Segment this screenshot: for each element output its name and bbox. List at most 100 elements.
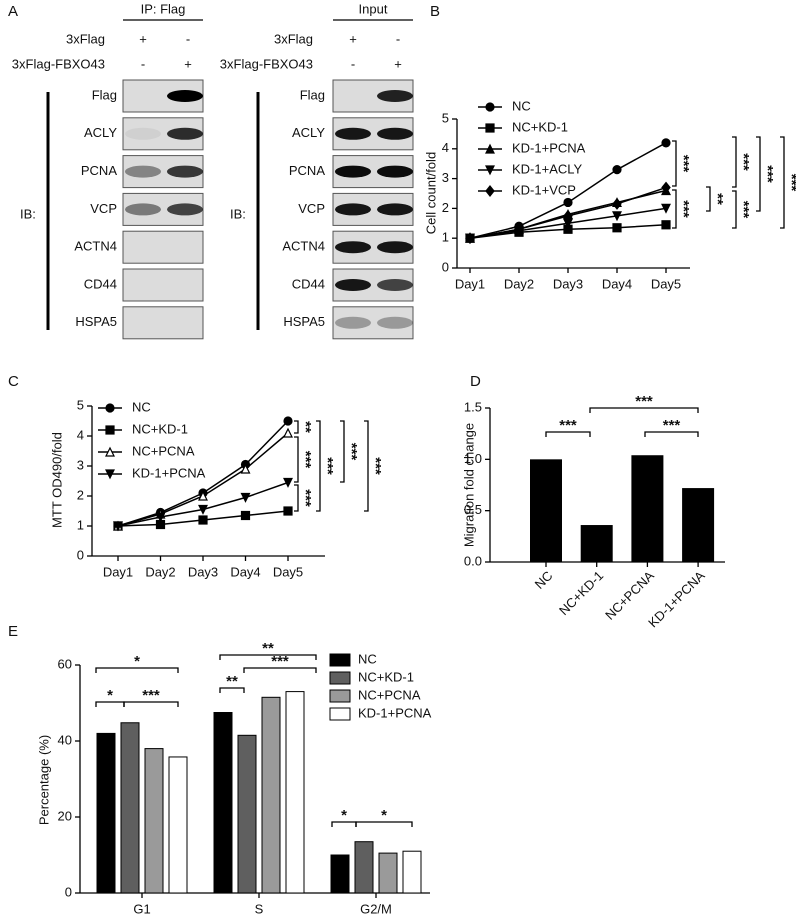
y-tick-label: 0 xyxy=(65,884,72,899)
y-tick-label: 2 xyxy=(442,200,449,215)
y-tick-label: 1 xyxy=(442,230,449,245)
bar xyxy=(682,488,715,562)
legend-label: NC+KD-1 xyxy=(512,119,568,134)
condition-sign: - xyxy=(186,31,190,46)
legend-label: NC+PCNA xyxy=(358,687,421,702)
y-tick-label: 4 xyxy=(77,427,84,442)
protein-label: ACLY xyxy=(292,125,325,140)
y-tick-label: 1.0 xyxy=(464,451,482,466)
sig-bracket xyxy=(123,701,179,707)
point xyxy=(465,232,475,245)
point xyxy=(198,515,208,525)
band xyxy=(167,127,203,140)
band xyxy=(377,241,413,254)
condition-sign: + xyxy=(184,56,192,71)
bar xyxy=(237,734,257,894)
sig-label: *** xyxy=(783,174,796,192)
legend-marker xyxy=(485,165,495,176)
protein-label: HSPA5 xyxy=(75,314,117,329)
condition-sign: + xyxy=(349,31,357,46)
legend-marker xyxy=(485,185,495,197)
protein-label: PCNA xyxy=(289,163,325,178)
legend-swatch xyxy=(329,653,351,667)
condition-sign: - xyxy=(396,31,400,46)
blot-strip xyxy=(122,268,204,302)
band xyxy=(167,203,203,216)
protein-label: ACLY xyxy=(84,125,117,140)
panel-label: B xyxy=(430,3,440,20)
legend-marker xyxy=(105,403,115,413)
sig-bracket xyxy=(644,431,699,437)
point xyxy=(661,181,671,194)
sig-bracket xyxy=(340,420,345,483)
bar xyxy=(96,732,116,894)
blot-title: Input xyxy=(359,1,388,16)
bar xyxy=(144,748,164,894)
x-tick-label: NC+KD-1 xyxy=(556,568,606,618)
point xyxy=(283,416,293,426)
point xyxy=(661,138,671,148)
bar xyxy=(530,459,562,562)
point xyxy=(563,197,573,208)
bar xyxy=(261,696,281,894)
condition-label: 3xFlag xyxy=(66,31,105,46)
y-tick-label: 20 xyxy=(58,808,72,823)
band xyxy=(335,165,371,178)
x-tick-label: Day3 xyxy=(188,564,218,579)
sig-label: *** xyxy=(663,417,681,434)
sig-label: * xyxy=(134,653,140,670)
point xyxy=(240,492,251,503)
band xyxy=(377,279,413,291)
sig-label: *** xyxy=(142,687,160,704)
bar xyxy=(378,852,398,894)
legend-label: NC xyxy=(132,399,151,414)
sig-label: *** xyxy=(343,443,360,461)
condition-label: 3xFlag xyxy=(274,31,313,46)
point xyxy=(240,510,251,521)
y-tick-label: 0 xyxy=(442,259,449,274)
x-tick-label: Day5 xyxy=(273,564,303,579)
sig-label: *** xyxy=(759,165,776,183)
sig-bracket xyxy=(95,667,179,673)
protein-label: ACTN4 xyxy=(74,239,117,254)
sig-label: * xyxy=(381,807,387,824)
bar xyxy=(402,850,422,894)
sig-bracket xyxy=(219,687,245,693)
legend-label: KD-1+ACLY xyxy=(512,161,583,176)
y-axis-label: Migration fold change xyxy=(461,423,476,547)
sig-label: ** xyxy=(297,421,314,433)
protein-label: CD44 xyxy=(292,276,325,291)
sig-bracket xyxy=(672,189,677,229)
y-tick-label: 3 xyxy=(77,457,84,472)
protein-label: VCP xyxy=(90,201,117,216)
sig-label: *** xyxy=(675,155,692,173)
protein-label: ACTN4 xyxy=(282,239,325,254)
legend-marker xyxy=(105,425,115,435)
x-tick-label: Day1 xyxy=(103,564,133,579)
legend-label: NC+PCNA xyxy=(132,443,195,458)
x-tick-label: Day2 xyxy=(145,564,175,579)
legend-swatch xyxy=(329,707,351,721)
band xyxy=(125,165,161,178)
x-tick-label: NC xyxy=(532,568,556,592)
point xyxy=(283,477,293,488)
sig-bracket xyxy=(364,420,369,512)
point xyxy=(661,220,671,230)
ib-label: IB: xyxy=(20,206,36,221)
panel-label: D xyxy=(470,373,481,390)
protein-label: CD44 xyxy=(84,276,117,291)
legend-swatch xyxy=(329,689,351,703)
protein-label: Flag xyxy=(92,87,117,102)
bar xyxy=(330,854,350,894)
legend-marker xyxy=(105,446,115,457)
panel-label: A xyxy=(8,3,18,20)
point xyxy=(612,223,622,233)
band xyxy=(377,90,413,102)
x-tick-label: Day2 xyxy=(504,276,534,291)
sig-bracket xyxy=(732,190,737,229)
point xyxy=(113,521,123,532)
sig-label: *** xyxy=(559,417,577,434)
y-tick-label: 4 xyxy=(442,140,449,155)
sig-bracket xyxy=(294,436,299,483)
